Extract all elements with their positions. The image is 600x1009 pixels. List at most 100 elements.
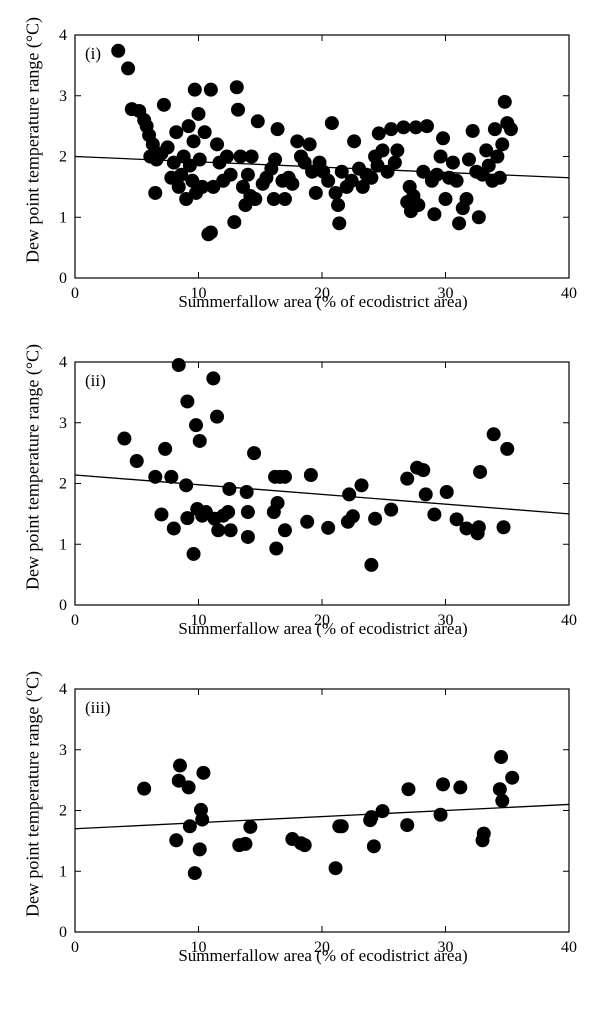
x-tick-label: 10 bbox=[191, 612, 207, 629]
data-point bbox=[285, 176, 300, 191]
data-point bbox=[297, 838, 312, 853]
plot-frame bbox=[74, 688, 570, 933]
trend-line bbox=[75, 803, 569, 830]
data-point bbox=[461, 152, 476, 167]
data-point bbox=[445, 155, 460, 170]
data-point bbox=[211, 523, 226, 538]
data-point bbox=[375, 143, 390, 158]
y-tick-label: 1 bbox=[59, 863, 67, 880]
data-point bbox=[196, 765, 211, 780]
data-point bbox=[290, 134, 305, 149]
y-tick-label: 3 bbox=[59, 88, 67, 105]
x-tick-label: 0 bbox=[71, 285, 79, 302]
data-point bbox=[465, 123, 480, 138]
data-point bbox=[384, 502, 399, 517]
data-point bbox=[345, 509, 360, 524]
data-point bbox=[171, 358, 186, 373]
data-point bbox=[495, 793, 510, 808]
data-point bbox=[148, 469, 163, 484]
x-tick-label: 10 bbox=[191, 939, 207, 956]
panel-tag: (ii) bbox=[85, 371, 106, 390]
data-point bbox=[452, 216, 467, 231]
data-point bbox=[111, 43, 126, 58]
data-point bbox=[439, 485, 454, 500]
data-point bbox=[492, 170, 507, 185]
data-point bbox=[277, 192, 292, 207]
data-point bbox=[449, 173, 464, 188]
data-point bbox=[387, 155, 402, 170]
data-point bbox=[355, 179, 370, 194]
y-tick-label: 3 bbox=[59, 742, 67, 759]
data-point bbox=[121, 61, 136, 76]
data-point bbox=[503, 122, 518, 137]
data-point bbox=[400, 471, 415, 486]
data-point bbox=[240, 505, 255, 520]
data-point bbox=[494, 750, 509, 765]
trend-line bbox=[75, 474, 569, 515]
data-point bbox=[219, 149, 234, 164]
data-point bbox=[479, 143, 494, 158]
data-point bbox=[248, 192, 263, 207]
data-point bbox=[328, 185, 343, 200]
data-point bbox=[192, 842, 207, 857]
data-point bbox=[419, 119, 434, 134]
data-point bbox=[342, 487, 357, 502]
data-point bbox=[328, 861, 343, 876]
data-point bbox=[160, 140, 175, 155]
data-point bbox=[192, 152, 207, 167]
chart-panel-ii: 0 10 20 30 40 0 1 2 3 4 (ii) Dew point temperature… bbox=[0, 327, 600, 657]
data-point bbox=[408, 120, 423, 135]
data-point bbox=[473, 464, 488, 479]
data-point bbox=[171, 179, 186, 194]
data-point bbox=[145, 137, 160, 152]
data-point bbox=[487, 122, 502, 137]
scatter-plot-i: 0 10 20 30 40 0 1 2 3 4 (i) bbox=[59, 27, 577, 302]
data-point bbox=[186, 546, 201, 561]
data-point bbox=[181, 780, 196, 795]
data-point bbox=[438, 192, 453, 207]
data-point bbox=[495, 137, 510, 152]
data-point bbox=[203, 225, 218, 240]
data-point bbox=[174, 167, 189, 182]
data-point bbox=[171, 773, 186, 788]
data-point bbox=[210, 409, 225, 424]
x-tick-label: 20 bbox=[314, 939, 330, 956]
data-point bbox=[427, 507, 442, 522]
data-point bbox=[221, 505, 236, 520]
data-point bbox=[366, 839, 381, 854]
data-point bbox=[137, 781, 152, 796]
data-point bbox=[240, 167, 255, 182]
data-point bbox=[416, 463, 431, 478]
data-point bbox=[223, 167, 238, 182]
data-point bbox=[332, 216, 347, 231]
data-point bbox=[400, 818, 415, 833]
x-tick-label: 0 bbox=[71, 612, 79, 629]
data-point bbox=[154, 507, 169, 522]
data-point bbox=[500, 441, 515, 456]
data-point bbox=[270, 122, 285, 137]
data-point bbox=[166, 521, 181, 536]
plot-frame bbox=[74, 361, 570, 606]
y-tick-label: 2 bbox=[59, 803, 67, 820]
data-point bbox=[187, 82, 202, 97]
data-point bbox=[266, 192, 281, 207]
y-tick-label: 1 bbox=[59, 536, 67, 553]
data-point bbox=[268, 152, 283, 167]
data-point bbox=[240, 529, 255, 544]
data-point bbox=[191, 106, 206, 121]
data-point bbox=[411, 198, 426, 213]
data-point bbox=[303, 467, 318, 482]
y-tick-label: 1 bbox=[59, 209, 67, 226]
data-point bbox=[427, 207, 442, 222]
data-point bbox=[172, 758, 187, 773]
y-tick-label: 0 bbox=[59, 924, 67, 941]
data-point bbox=[364, 170, 379, 185]
data-point bbox=[496, 520, 511, 535]
data-point bbox=[418, 487, 433, 502]
data-point bbox=[180, 511, 195, 526]
x-tick-label: 30 bbox=[438, 612, 454, 629]
y-tick-label: 0 bbox=[59, 270, 67, 287]
x-tick-label: 30 bbox=[438, 285, 454, 302]
data-point bbox=[476, 826, 491, 841]
